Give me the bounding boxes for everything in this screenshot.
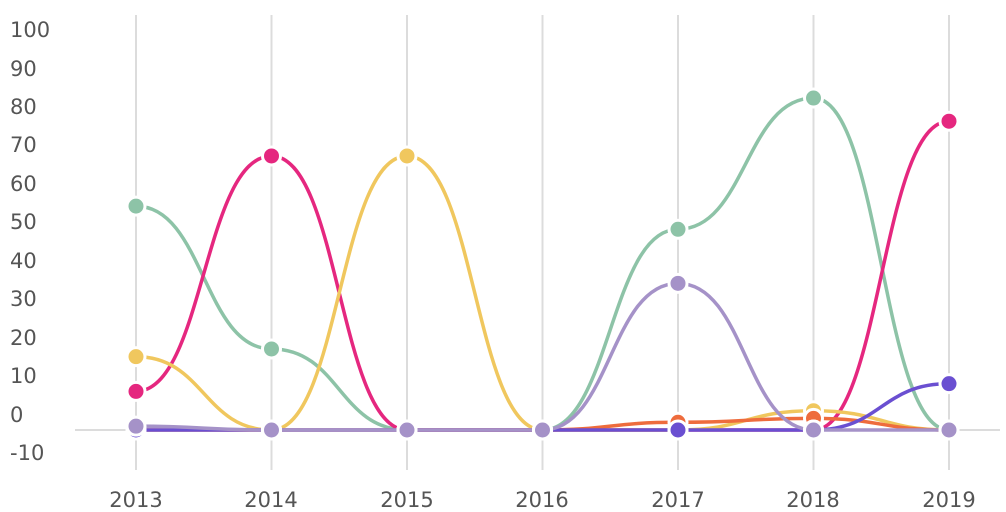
data-point-series-1-2014[interactable]	[261, 338, 282, 360]
data-point-series-5-2019[interactable]	[938, 373, 960, 395]
data-point-series-2-2013[interactable]	[125, 380, 147, 402]
y-tick-label: 80	[10, 95, 37, 119]
data-point-series-6-2015[interactable]	[396, 419, 418, 441]
data-point-series-1-2018[interactable]	[803, 87, 824, 109]
y-tick-label: 90	[10, 57, 37, 81]
y-tick-label: 10	[10, 364, 37, 388]
x-tick-label: 2014	[244, 488, 297, 512]
series-group	[125, 87, 960, 441]
y-tick-label: 100	[10, 18, 50, 42]
x-tick-label: 2016	[515, 488, 568, 512]
y-tick-label: 40	[10, 249, 37, 273]
vertical-gridlines	[135, 15, 950, 470]
y-tick-label: -10	[10, 441, 44, 465]
data-point-series-1-2013[interactable]	[125, 195, 147, 217]
data-point-series-1-2017[interactable]	[667, 218, 689, 240]
y-axis-ticks: 100 90 80 70 60 50 40 30 20 10 0 -10	[10, 18, 50, 465]
y-tick-label: 0	[10, 403, 23, 427]
y-tick-label: 20	[10, 326, 37, 350]
x-tick-label: 2019	[922, 488, 975, 512]
data-point-series-3-2015[interactable]	[396, 145, 418, 167]
data-point-series-2-2019[interactable]	[938, 110, 960, 132]
data-point-series-2-2014[interactable]	[261, 145, 282, 167]
data-point-series-6-2016[interactable]	[532, 419, 553, 441]
data-point-series-6-2013[interactable]	[125, 415, 147, 437]
x-axis-ticks: 2013 2014 2015 2016 2017 2018 2019	[109, 488, 975, 512]
x-tick-label: 2017	[651, 488, 704, 512]
x-tick-label: 2015	[380, 488, 433, 512]
y-tick-label: 60	[10, 172, 37, 196]
y-tick-label: 50	[10, 210, 37, 234]
data-point-series-5-2017[interactable]	[667, 419, 689, 441]
x-tick-label: 2018	[786, 488, 839, 512]
y-tick-label: 30	[10, 287, 37, 311]
data-point-series-6-2019[interactable]	[938, 419, 960, 441]
data-point-series-6-2018[interactable]	[803, 419, 824, 441]
data-point-series-6-2017[interactable]	[667, 272, 689, 294]
data-point-series-3-2013[interactable]	[125, 346, 147, 368]
data-point-series-6-2014[interactable]	[261, 419, 282, 441]
y-tick-label: 70	[10, 133, 37, 157]
x-tick-label: 2013	[109, 488, 162, 512]
